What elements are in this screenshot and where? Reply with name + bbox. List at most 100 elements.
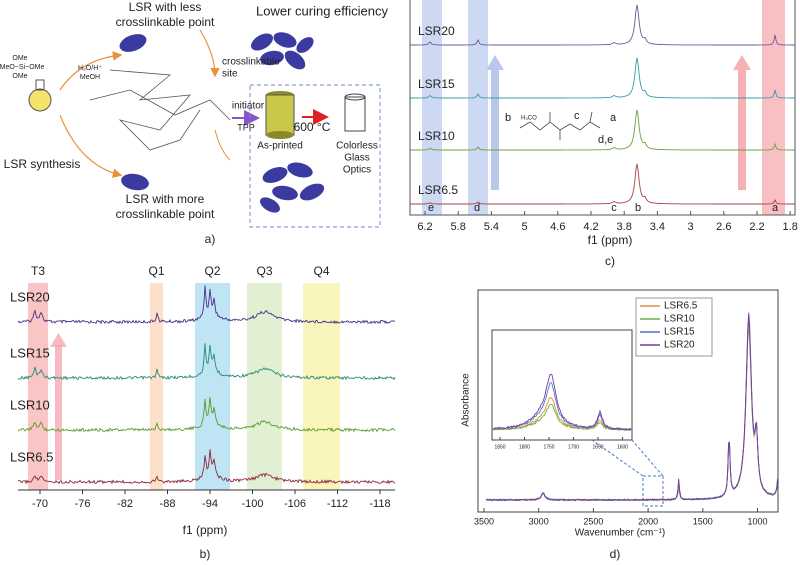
label: b xyxy=(505,112,511,124)
axis-frame xyxy=(409,0,796,216)
x-tick-label: 4.2 xyxy=(583,221,598,233)
label: a xyxy=(610,112,617,124)
zoom-line xyxy=(591,439,644,477)
nmr-trace xyxy=(17,449,396,485)
band xyxy=(762,0,785,215)
x-tick-label: 1000 xyxy=(747,516,767,526)
arrow-head xyxy=(486,55,504,70)
label: Optics xyxy=(343,165,371,176)
legend-box xyxy=(635,297,713,357)
x-tick-label: 1600 xyxy=(617,444,628,450)
x-tick-label: -106 xyxy=(284,498,306,510)
label: Q1 xyxy=(148,264,164,278)
nmr-trace xyxy=(17,285,396,325)
axis-frame xyxy=(477,289,779,513)
zoom-line xyxy=(631,439,664,477)
x-tick-label: 1750 xyxy=(543,444,554,450)
arrow-shaft xyxy=(55,345,62,480)
x-tick-label: 2.2 xyxy=(749,221,764,233)
label: H₂O/H⁺ xyxy=(78,65,102,72)
label: LSR6.5 xyxy=(664,301,698,312)
region-band xyxy=(303,283,340,490)
x-tick-label: -76 xyxy=(75,498,91,510)
panel-a-art xyxy=(28,29,381,228)
x-tick-label: 5 xyxy=(522,221,528,233)
label: OMe xyxy=(12,55,27,62)
band xyxy=(422,0,442,215)
label: TPP xyxy=(237,122,255,132)
label: MeOH xyxy=(80,74,100,81)
x-tick-label: 3000 xyxy=(529,516,549,526)
x-tick-label: 3.8 xyxy=(617,221,632,233)
label: LSR20 xyxy=(10,289,50,304)
label: LSR15 xyxy=(664,327,695,338)
label: LSR6.5 xyxy=(418,183,458,197)
label: d,e xyxy=(598,134,613,146)
label: crosslinkable point xyxy=(116,207,215,221)
x-tick-label: 1650 xyxy=(592,444,603,450)
label: crosslinkable point xyxy=(116,15,215,29)
label: c) xyxy=(605,254,615,268)
arrow-head xyxy=(50,333,67,347)
label: LSR15 xyxy=(10,345,50,360)
label: Glass xyxy=(344,153,370,164)
label: d) xyxy=(610,547,621,561)
inset-frame xyxy=(491,329,633,441)
x-tick-label: -70 xyxy=(32,498,48,510)
peak-label: b xyxy=(635,202,641,214)
x-tick-label: -94 xyxy=(202,498,218,510)
label: LSR synthesis xyxy=(4,157,81,171)
x-tick-label: 3500 xyxy=(474,516,494,526)
x-tick-label: 2000 xyxy=(638,516,658,526)
x-tick-label: 2.6 xyxy=(716,221,731,233)
x-tick-label: 4.6 xyxy=(550,221,565,233)
x-tick-label: -100 xyxy=(241,498,263,510)
band xyxy=(468,0,488,215)
peak-label: c xyxy=(611,202,617,214)
label: LSR6.5 xyxy=(10,449,53,464)
label: MeO−Si−OMe xyxy=(0,64,44,71)
x-tick-label: 1800 xyxy=(519,444,530,450)
x-tick-label: 1500 xyxy=(693,516,713,526)
label: a) xyxy=(205,232,216,246)
x-tick-label: -88 xyxy=(160,498,176,510)
label: LSR15 xyxy=(418,77,455,91)
label: As-printed xyxy=(257,141,303,152)
nmr-trace xyxy=(17,396,396,433)
ftir-trace xyxy=(485,312,779,502)
label: Colorless xyxy=(336,141,378,152)
label: f1 (ppm) xyxy=(588,233,633,247)
label: b) xyxy=(200,547,211,561)
nmr-trace xyxy=(410,4,795,46)
label: H₃CO xyxy=(521,116,537,122)
molecule xyxy=(519,111,601,140)
label: crosslinkable xyxy=(222,57,280,68)
arrow-shaft xyxy=(491,68,499,190)
x-tick-label: 3 xyxy=(688,221,694,233)
label: LSR with less xyxy=(129,0,202,14)
peak-label: d xyxy=(474,202,480,214)
label: LSR10 xyxy=(664,314,695,325)
peak-label: a xyxy=(772,202,779,214)
label: LSR10 xyxy=(418,129,455,143)
label: OMe xyxy=(12,73,27,80)
nmr-trace xyxy=(410,57,795,99)
label: Lower curing efficiency xyxy=(256,3,388,18)
region-band xyxy=(28,283,48,490)
x-tick-label: 5.8 xyxy=(451,221,466,233)
label: Wavenumber (cm⁻¹) xyxy=(575,528,665,539)
x-tick-label: -118 xyxy=(369,498,390,510)
label: Q3 xyxy=(256,264,272,278)
label: site xyxy=(222,69,238,80)
label: Q2 xyxy=(204,264,220,278)
region-band xyxy=(195,283,230,490)
label: Q4 xyxy=(313,264,329,278)
label: f1 (ppm) xyxy=(183,523,228,537)
region-band xyxy=(247,283,282,490)
x-tick-label: 1.8 xyxy=(783,221,798,233)
arrow-shaft xyxy=(738,68,746,190)
label: LSR20 xyxy=(418,24,455,38)
label: LSR20 xyxy=(664,340,695,351)
arrow-head xyxy=(733,55,751,70)
region-band xyxy=(150,283,163,490)
